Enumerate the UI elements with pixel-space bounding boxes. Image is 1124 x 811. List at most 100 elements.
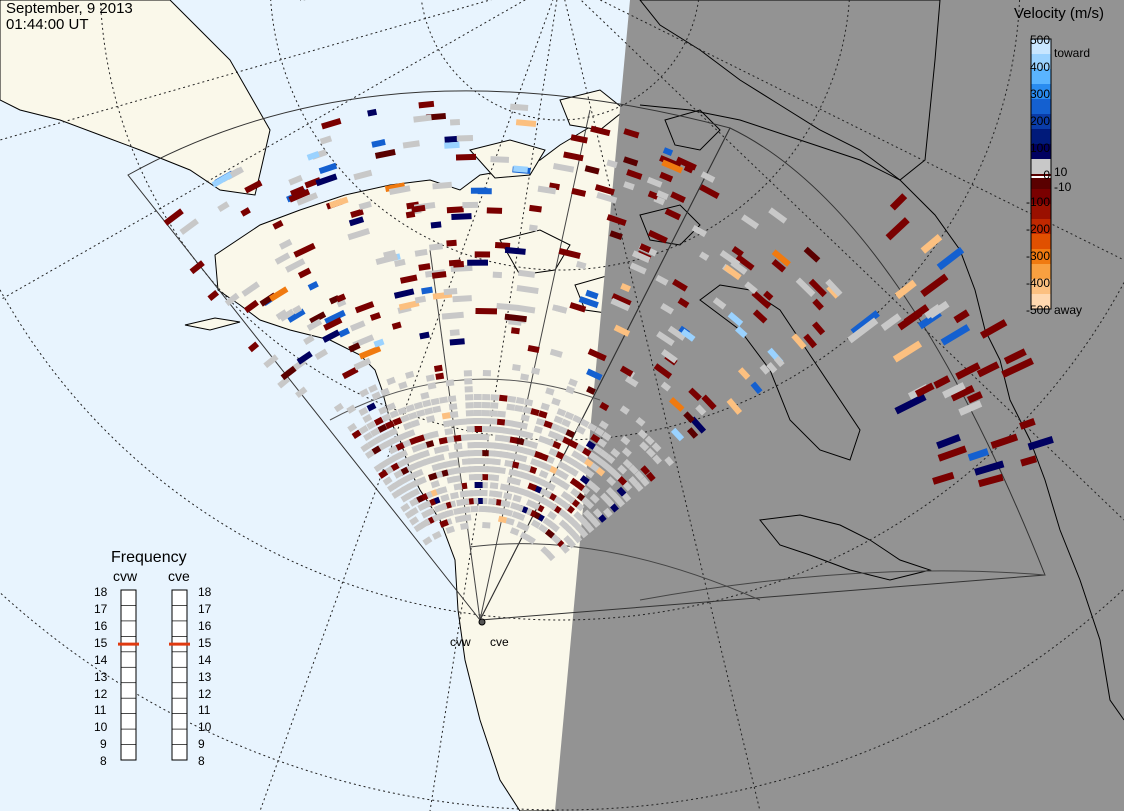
backscatter-cell	[347, 422, 358, 433]
backscatter-cell	[511, 420, 521, 428]
backscatter-cell	[381, 431, 391, 441]
backscatter-cell	[613, 324, 631, 337]
backscatter-cell	[346, 404, 357, 414]
backscatter-cell	[640, 465, 651, 476]
backscatter-cell	[544, 437, 555, 447]
backscatter-cell	[241, 281, 260, 297]
backscatter-cell	[444, 141, 460, 149]
backscatter-cell	[545, 387, 555, 396]
backscatter-cell	[439, 519, 449, 528]
backscatter-cell	[628, 464, 639, 475]
backscatter-cell	[505, 517, 515, 526]
backscatter-cell	[517, 304, 536, 314]
backscatter-cell	[373, 462, 384, 473]
backscatter-cell	[568, 439, 579, 449]
backscatter-cell	[458, 418, 467, 426]
frequency-tick: 9	[100, 737, 107, 751]
backscatter-cell	[481, 409, 490, 417]
backscatter-cell	[448, 403, 458, 411]
backscatter-cell	[473, 401, 482, 409]
backscatter-cell	[609, 230, 623, 241]
backscatter-cell	[920, 273, 949, 298]
backscatter-cell	[763, 290, 774, 301]
backscatter-cell	[610, 297, 631, 312]
backscatter-cell	[411, 204, 426, 213]
backscatter-cell	[741, 214, 760, 230]
backscatter-cell	[217, 201, 230, 213]
backscatter-cell	[490, 156, 510, 163]
backscatter-cell	[549, 348, 563, 358]
backscatter-cell	[563, 535, 574, 546]
backscatter-cell	[547, 510, 558, 521]
backscatter-cell	[492, 271, 503, 279]
backscatter-cell	[570, 487, 581, 498]
backscatter-cell	[424, 407, 434, 416]
backscatter-cell	[552, 162, 575, 173]
backscatter-cell	[966, 391, 983, 404]
backscatter-cell	[974, 460, 1005, 476]
backscatter-cell	[581, 447, 592, 457]
backscatter-cell	[826, 284, 841, 299]
backscatter-cell	[680, 328, 696, 342]
backscatter-cell	[507, 444, 517, 452]
backscatter-cell	[446, 476, 456, 484]
backscatter-cell	[467, 442, 476, 449]
backscatter-cell	[646, 176, 663, 188]
backscatter-cell	[321, 117, 342, 130]
backscatter-cell	[936, 246, 965, 271]
backscatter-cell	[530, 458, 540, 467]
backscatter-cell	[727, 311, 744, 327]
backscatter-cell	[683, 164, 694, 174]
velocity-tick: -200	[1025, 222, 1050, 236]
backscatter-cell	[405, 404, 416, 413]
backscatter-cell	[486, 207, 503, 214]
backscatter-cell	[596, 191, 618, 204]
backscatter-cell	[416, 409, 426, 418]
backscatter-cell	[420, 391, 430, 400]
backscatter-cell	[512, 364, 521, 372]
backscatter-cell	[551, 397, 561, 406]
backscatter-cell	[314, 348, 328, 361]
backscatter-cell	[474, 449, 483, 457]
backscatter-cell	[336, 298, 347, 308]
backscatter-cell	[499, 394, 508, 402]
backscatter-cell	[421, 286, 433, 295]
backscatter-cell	[503, 492, 513, 500]
backscatter-cell	[560, 490, 571, 501]
backscatter-cell	[439, 396, 449, 404]
backscatter-cell	[489, 490, 498, 498]
backscatter-cell	[808, 278, 827, 298]
frequency-tick: 10	[94, 720, 108, 734]
backscatter-cell	[924, 303, 942, 319]
backscatter-cell	[933, 375, 951, 389]
backscatter-cell	[683, 411, 695, 424]
backscatter-cell	[425, 374, 435, 382]
backscatter-cell	[605, 454, 616, 464]
backscatter-cell	[466, 418, 475, 425]
backscatter-cell	[405, 210, 416, 219]
backscatter-cell	[348, 342, 361, 353]
backscatter-cell	[530, 519, 541, 529]
backscatter-cell	[353, 357, 372, 371]
backscatter-cell	[404, 509, 415, 519]
backscatter-cell	[433, 446, 443, 454]
velocity-tick: 10	[1054, 165, 1068, 179]
backscatter-cell	[373, 416, 384, 426]
backscatter-cell	[514, 404, 524, 413]
backscatter-cell	[529, 204, 542, 213]
backscatter-cell	[637, 429, 648, 440]
backscatter-cell	[280, 365, 297, 381]
backscatter-cell	[516, 521, 527, 530]
backscatter-cell	[459, 490, 469, 498]
backscatter-cell	[388, 427, 399, 437]
backscatter-cell	[391, 434, 402, 444]
backscatter-cell	[550, 423, 561, 432]
backscatter-cell	[510, 502, 520, 511]
backscatter-cell	[451, 213, 472, 221]
backscatter-cell	[366, 420, 377, 430]
backscatter-cell	[358, 406, 369, 416]
backscatter-cell	[990, 433, 1019, 449]
backscatter-cell	[691, 224, 707, 238]
backscatter-cell	[296, 351, 313, 365]
backscatter-cell	[428, 472, 438, 481]
